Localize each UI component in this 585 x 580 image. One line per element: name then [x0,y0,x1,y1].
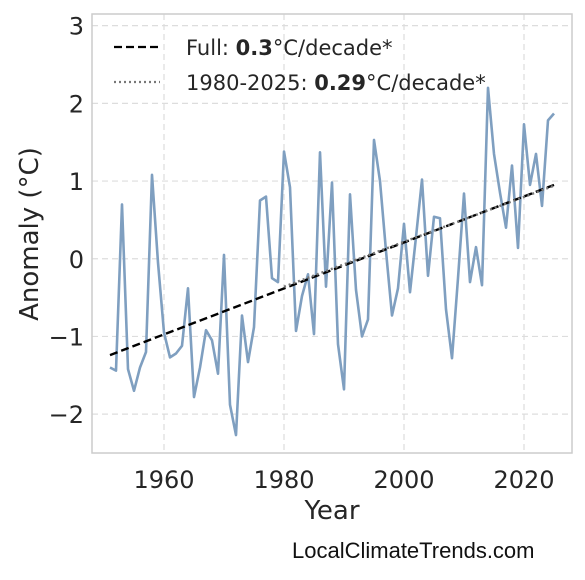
y-axis-label: Anomaly (°C) [15,147,45,321]
y-tick-label: 3 [69,13,84,41]
trend-line-recent [283,184,555,288]
y-tick-label: 2 [69,90,84,118]
legend-recent-rate: 0.29 [314,71,366,95]
x-tick-labels: 1960 1980 2000 2020 [133,466,554,494]
x-tick-label: 1960 [133,466,194,494]
y-tick-label: 1 [69,168,84,196]
y-tick-label: 0 [69,246,84,274]
legend-entry-recent: 1980-2025: 0.29°C/decade* [186,71,486,95]
y-tick-label: −1 [49,323,84,351]
legend-entry-full: Full: 0.3°C/decade* [186,36,393,60]
x-tick-label: 1980 [253,466,314,494]
plot-frame [91,13,573,454]
legend: Full: 0.3°C/decade* 1980-2025: 0.29°C/de… [114,36,486,95]
x-tick-label: 2000 [373,466,434,494]
plot-area [92,14,572,453]
y-tick-labels: −2 −1 0 1 2 3 [49,13,84,429]
legend-recent-label: 1980-2025: [186,71,314,95]
legend-full-rate: 0.3 [236,36,273,60]
x-tick-label: 2020 [493,466,554,494]
legend-full-suffix: °C/decade* [273,36,393,60]
trend-layer [109,183,555,357]
trend-line-full [109,183,555,357]
x-axis-label: Year [303,496,359,526]
y-tick-label: −2 [49,401,84,429]
watermark: LocalClimateTrends.com [292,538,535,563]
grid [92,14,572,453]
legend-full-label: Full: [186,36,236,60]
legend-recent-suffix: °C/decade* [366,71,486,95]
